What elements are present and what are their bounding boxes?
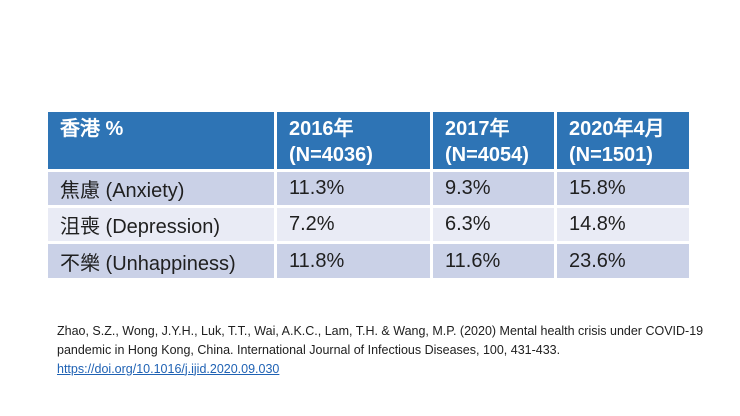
table-header-2020: 2020年4月 (N=1501) <box>557 112 689 169</box>
cell-anxiety-2016: 11.3% <box>277 172 430 205</box>
cell-depression-2017: 6.3% <box>433 208 554 241</box>
cell-unhappiness-2017: 11.6% <box>433 244 554 278</box>
row-label-unhappiness: 不樂 (Unhappiness) <box>48 244 274 278</box>
row-label-anxiety: 焦慮 (Anxiety) <box>48 172 274 205</box>
row-label-depression: 沮喪 (Depression) <box>48 208 274 241</box>
table-header-2017: 2017年 (N=4054) <box>433 112 554 169</box>
citation-text: Zhao, S.Z., Wong, J.Y.H., Luk, T.T., Wai… <box>57 324 704 357</box>
doi-link[interactable]: https://doi.org/10.1016/j.ijid.2020.09.0… <box>57 361 280 376</box>
cell-unhappiness-2016: 11.8% <box>277 244 430 278</box>
cell-anxiety-2017: 9.3% <box>433 172 554 205</box>
cell-unhappiness-2020: 23.6% <box>557 244 689 278</box>
cell-depression-2020: 14.8% <box>557 208 689 241</box>
cell-depression-2016: 7.2% <box>277 208 430 241</box>
table-header-2016: 2016年 (N=4036) <box>277 112 430 169</box>
cell-anxiety-2020: 15.8% <box>557 172 689 205</box>
citation: Zhao, S.Z., Wong, J.Y.H., Luk, T.T., Wai… <box>57 322 712 378</box>
stats-table: 香港 % 2016年 (N=4036) 2017年 (N=4054) 2020年… <box>48 112 689 278</box>
table-header-hongkong: 香港 % <box>48 112 274 169</box>
